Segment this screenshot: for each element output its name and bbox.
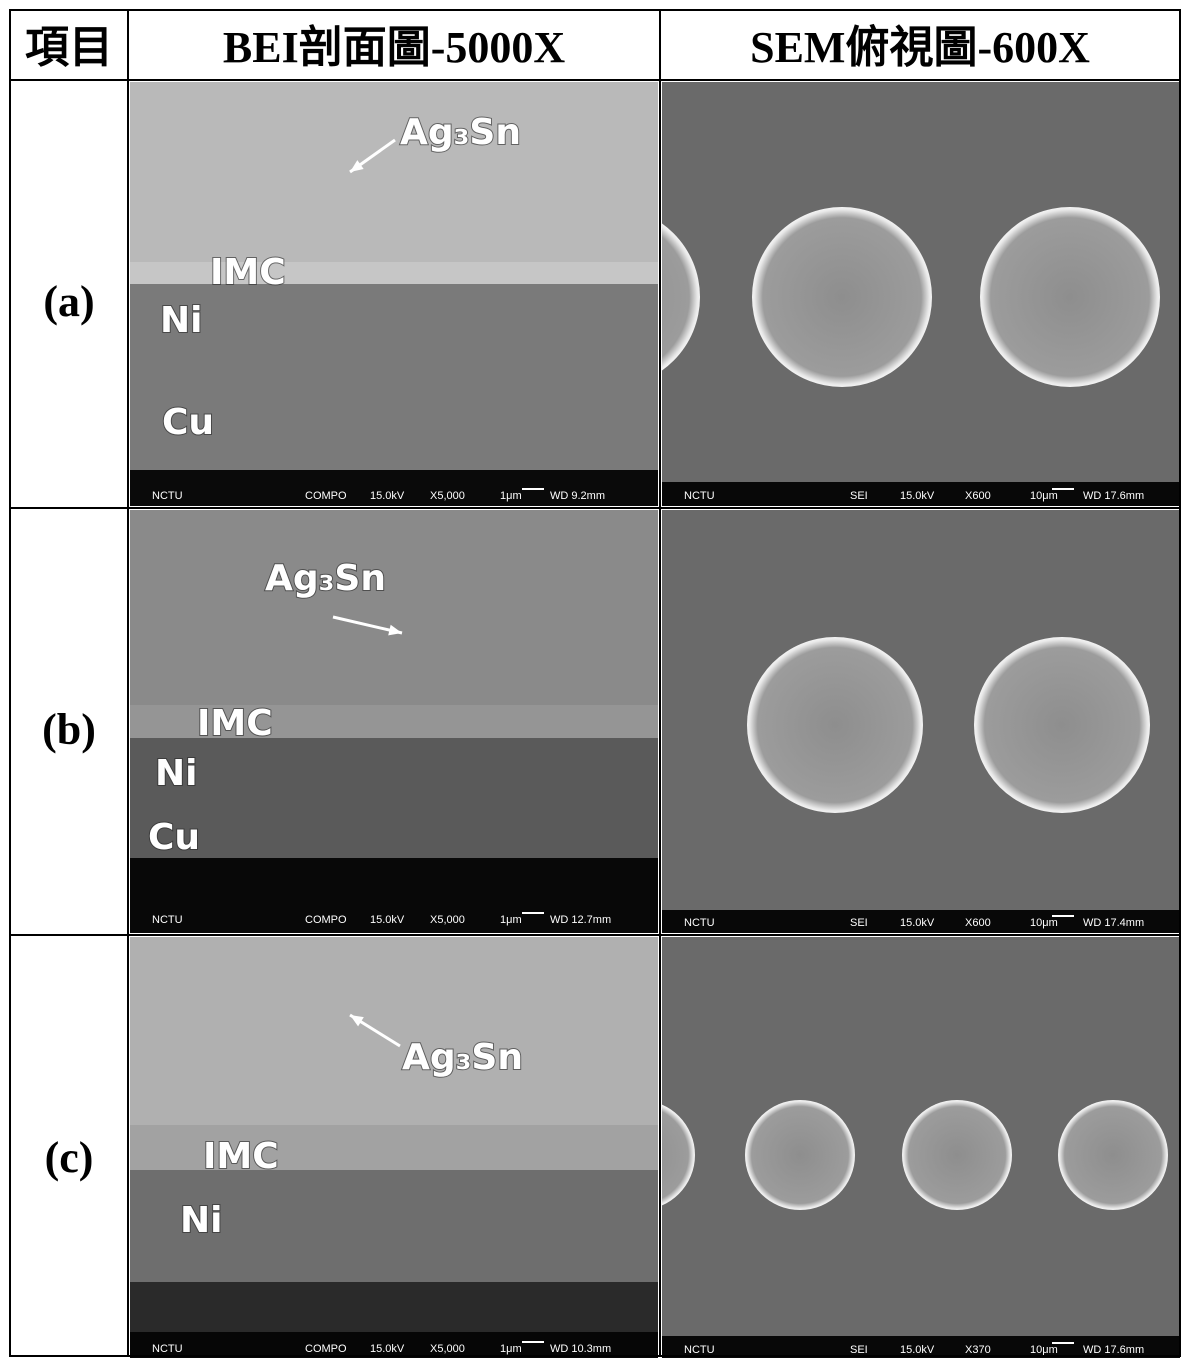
info-text: COMPO [305,1343,347,1355]
info-text: 1μm [500,490,522,502]
info-text: 15.0kV [900,490,935,502]
sem-image: NCTU SEI 15.0kV X600 10μm WD 17.4mm [662,510,1180,933]
annotation: IMC [203,1136,279,1177]
solder-ball [980,207,1160,387]
solder-ball [745,1100,855,1210]
annotation: Ag₃Sn [402,1037,523,1078]
image-layer [130,937,658,1125]
header-cell: BEI剖面圖-5000X [223,23,565,72]
image-layer [130,510,658,705]
annotation: Ag₃Sn [265,558,386,599]
solder-ball [1058,1100,1168,1210]
info-text: 1μm [500,914,522,926]
info-text: 10μm [1030,917,1058,929]
annotation: Ni [155,753,197,794]
row-label: (b) [42,705,96,754]
row-label: (a) [43,277,94,326]
annotation: Ni [180,1200,222,1241]
info-text: SEI [850,917,868,929]
info-text: 15.0kV [900,1344,935,1356]
annotation: Cu [162,402,214,443]
image-layer [130,738,658,858]
info-text: X5,000 [430,1343,465,1355]
info-text: NCTU [152,490,183,502]
image-layer [130,82,658,262]
info-text: NCTU [152,1343,183,1355]
annotation: Cu [148,817,200,858]
info-text: SEI [850,1344,868,1356]
info-text: 15.0kV [370,914,405,926]
info-text: WD 17.6mm [1083,490,1144,502]
image-layer [130,1282,658,1332]
info-text: 10μm [1030,490,1058,502]
solder-ball [974,637,1150,813]
header-cell: SEM俯視圖-600X [750,23,1090,72]
info-text: X370 [965,1344,991,1356]
row-label: (c) [45,1133,94,1182]
info-text: 15.0kV [370,1343,405,1355]
info-text: NCTU [152,914,183,926]
annotation: Ag₃Sn [400,112,521,153]
info-text: X600 [965,917,991,929]
annotation: IMC [210,252,286,293]
figure-table: (a)Ag₃SnIMCNiCuNCTUCOMPO15.0kVX5,0001μmW… [0,0,1188,1358]
info-text: X5,000 [430,490,465,502]
bei-image: Ag₃Sn IMC Ni NCTU COMPO 15.0kV X5,000 1μm WD 10.… [130,937,658,1358]
info-text: NCTU [684,917,715,929]
solder-ball [752,207,932,387]
annotation: IMC [197,703,273,744]
info-text: NCTU [684,1344,715,1356]
info-text: 15.0kV [370,490,405,502]
info-text: 1μm [500,1343,522,1355]
info-text: X5,000 [430,914,465,926]
header-cell: 項目 [25,23,113,72]
info-text: COMPO [305,914,347,926]
solder-ball [902,1100,1012,1210]
info-text: SEI [850,490,868,502]
annotation: Ni [160,300,202,341]
solder-ball [747,637,923,813]
info-text: WD 10.3mm [550,1343,611,1355]
info-text: 10μm [1030,1344,1058,1356]
sem-image: NCTU SEI 15.0kV X370 10μm WD 17.6mm [585,937,1180,1358]
info-text: X600 [965,490,991,502]
info-text: WD 12.7mm [550,914,611,926]
info-text: 15.0kV [900,917,935,929]
info-text: WD 17.6mm [1083,1344,1144,1356]
info-text: COMPO [305,490,347,502]
info-text: NCTU [684,490,715,502]
info-text: WD 9.2mm [550,490,605,502]
info-text: WD 17.4mm [1083,917,1144,929]
